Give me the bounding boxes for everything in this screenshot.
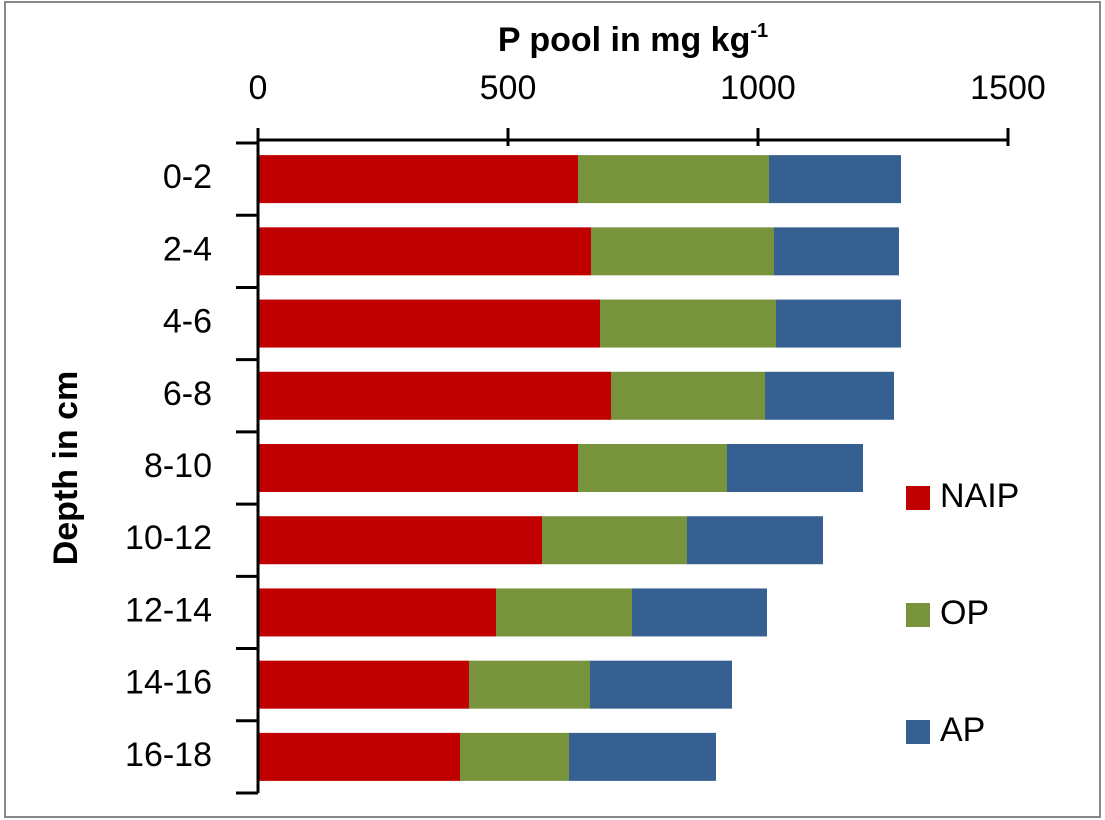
- bar-segment: [590, 660, 732, 709]
- legend-swatch: [906, 486, 930, 510]
- bar-segment: [258, 299, 600, 348]
- y-tick-label: 8-10: [144, 447, 212, 485]
- legend-swatch: [906, 603, 930, 627]
- bar-segment: [727, 444, 863, 492]
- bar-segment: [258, 588, 496, 637]
- chart-title: P pool in mg kg-1: [498, 20, 768, 59]
- title-main: P pool in mg kg: [498, 21, 751, 59]
- legend-label: AP: [940, 711, 985, 749]
- y-tick-label: 4-6: [163, 303, 212, 341]
- bar-segment: [496, 588, 632, 637]
- bar-segment: [600, 299, 776, 348]
- bar-segment: [258, 227, 591, 276]
- bar-segment: [687, 516, 823, 565]
- legend-label: OP: [940, 594, 989, 632]
- bar-segment: [578, 155, 769, 204]
- bar-segment: [765, 371, 894, 420]
- bar-segment: [258, 660, 469, 709]
- y-tick-label: 16-18: [125, 736, 212, 774]
- bar-segment: [591, 227, 774, 276]
- bar-segment: [258, 444, 578, 492]
- bar-segment: [258, 371, 611, 420]
- x-tick-label: 1500: [970, 69, 1046, 107]
- bar-segment: [769, 155, 901, 204]
- y-tick-label: 12-14: [125, 591, 212, 629]
- y-tick-label: 0-2: [163, 158, 212, 196]
- bar-segment: [632, 588, 767, 637]
- bar-segment: [578, 444, 727, 492]
- bar-segment: [774, 227, 899, 276]
- y-tick-label: 6-8: [163, 375, 212, 413]
- y-tick-label: 14-16: [125, 664, 212, 702]
- y-axis-label: Depth in cm: [47, 371, 85, 566]
- bar-segment: [258, 516, 542, 565]
- bar-segment: [469, 660, 590, 709]
- y-tick-label: 10-12: [125, 519, 212, 557]
- bar-segment: [611, 371, 765, 420]
- bar-segment: [460, 732, 569, 781]
- legend-swatch: [906, 720, 930, 744]
- bar-segment: [258, 155, 578, 204]
- bar-segment: [258, 732, 460, 781]
- x-tick-label: 1000: [720, 69, 796, 107]
- bar-segment: [776, 299, 901, 348]
- title-superscript: -1: [750, 20, 768, 42]
- legend-label: NAIP: [940, 477, 1019, 515]
- x-tick-label: 0: [249, 69, 268, 107]
- y-tick-label: 2-4: [163, 230, 212, 268]
- bar-segment: [542, 516, 687, 565]
- x-tick-label: 500: [480, 69, 537, 107]
- bar-segment: [569, 732, 716, 781]
